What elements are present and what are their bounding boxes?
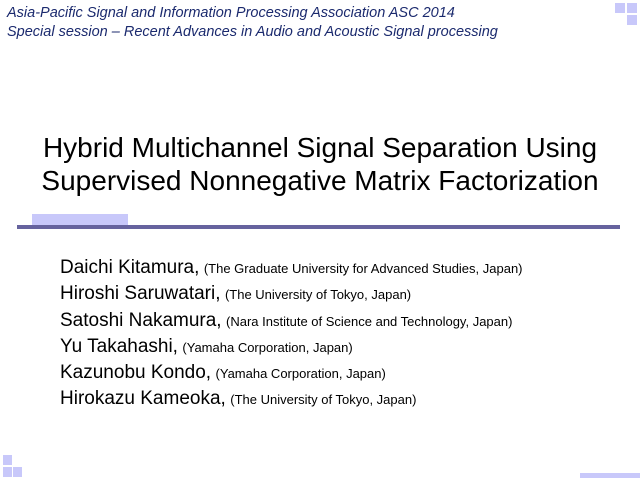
decor-square xyxy=(3,467,12,477)
session-name: Special session – Recent Advances in Aud… xyxy=(7,24,498,40)
author-affiliation: (Yamaha Corporation, Japan) xyxy=(182,339,353,355)
author-affiliation: (The University of Tokyo, Japan) xyxy=(224,287,412,303)
author-item: Hirokazu Kameoka, (The University of Tok… xyxy=(60,388,523,414)
author-name: Satoshi Nakamura, xyxy=(60,309,222,331)
decor-bar-bottom xyxy=(580,473,640,478)
author-name: Hirokazu Kameoka, xyxy=(60,388,226,410)
conference-name: Asia-Pacific Signal and Information Proc… xyxy=(7,5,455,21)
author-item: Yu Takahashi, (Yamaha Corporation, Japan… xyxy=(60,336,523,362)
title-line-2: Supervised Nonnegative Matrix Factorizat… xyxy=(41,165,599,196)
decor-square xyxy=(615,3,625,13)
author-name: Daichi Kitamura, xyxy=(60,257,200,278)
decor-square xyxy=(627,3,637,13)
title-divider xyxy=(17,225,620,229)
slide-title: Hybrid Multichannel Signal Separation Us… xyxy=(0,131,640,197)
author-affiliation: (Yamaha Corporation, Japan) xyxy=(215,366,386,382)
author-item: Daichi Kitamura, (The Graduate Universit… xyxy=(60,257,523,283)
author-affiliation: (The Graduate University for Advanced St… xyxy=(203,261,523,276)
author-name: Hiroshi Saruwatari, xyxy=(60,283,221,305)
decor-square xyxy=(3,455,12,465)
author-list: Daichi Kitamura, (The Graduate Universit… xyxy=(60,257,523,415)
decor-square xyxy=(13,467,22,477)
author-name: Kazunobu Kondo, xyxy=(60,362,212,384)
author-item: Satoshi Nakamura, (Nara Institute of Sci… xyxy=(60,310,523,336)
author-affiliation: (The University of Tokyo, Japan) xyxy=(230,392,417,408)
decor-bar-light xyxy=(32,214,128,225)
author-affiliation: (Nara Institute of Science and Technolog… xyxy=(226,313,513,329)
author-item: Kazunobu Kondo, (Yamaha Corporation, Jap… xyxy=(60,362,523,388)
author-name: Yu Takahashi, xyxy=(60,335,178,357)
title-line-1: Hybrid Multichannel Signal Separation Us… xyxy=(42,132,598,163)
decor-square xyxy=(627,15,637,25)
author-item: Hiroshi Saruwatari, (The University of T… xyxy=(60,283,523,309)
